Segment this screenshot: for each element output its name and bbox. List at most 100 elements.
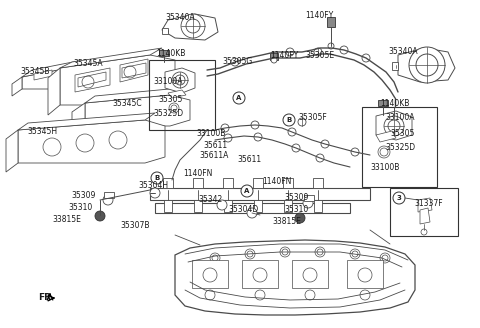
Circle shape <box>384 116 404 136</box>
Circle shape <box>251 121 259 129</box>
Circle shape <box>380 148 388 156</box>
Text: 33100B: 33100B <box>370 163 399 173</box>
Bar <box>362 107 437 187</box>
Text: 35611A: 35611A <box>199 152 228 160</box>
Text: 35310: 35310 <box>68 203 92 213</box>
Text: 35307B: 35307B <box>120 220 149 230</box>
Circle shape <box>245 249 255 259</box>
Polygon shape <box>418 198 432 212</box>
Circle shape <box>253 268 267 282</box>
Bar <box>155 203 350 213</box>
Circle shape <box>328 43 334 49</box>
Circle shape <box>360 290 370 300</box>
Circle shape <box>217 200 227 210</box>
Polygon shape <box>48 68 60 115</box>
Bar <box>242 260 278 288</box>
Text: 35325D: 35325D <box>385 142 415 152</box>
Bar <box>223 178 233 188</box>
Circle shape <box>283 114 295 126</box>
Circle shape <box>350 249 360 259</box>
Text: 35345A: 35345A <box>73 58 103 68</box>
Circle shape <box>292 144 300 152</box>
Circle shape <box>321 140 329 148</box>
Circle shape <box>409 47 445 83</box>
Bar <box>304 195 314 201</box>
Circle shape <box>282 249 288 255</box>
Circle shape <box>380 253 390 263</box>
Polygon shape <box>376 131 396 142</box>
Text: 35340A: 35340A <box>165 13 194 23</box>
Text: 35305: 35305 <box>158 95 182 105</box>
Bar <box>163 178 173 188</box>
Polygon shape <box>60 55 175 105</box>
Circle shape <box>351 148 359 156</box>
Bar <box>283 178 293 188</box>
Polygon shape <box>75 68 110 92</box>
Text: 1140FY: 1140FY <box>305 10 333 19</box>
Text: 33815E: 33815E <box>272 217 301 227</box>
Circle shape <box>378 146 390 158</box>
Bar <box>314 200 322 212</box>
Circle shape <box>314 48 322 56</box>
Polygon shape <box>60 65 74 75</box>
Circle shape <box>172 72 188 88</box>
Text: 35310: 35310 <box>284 206 308 215</box>
Circle shape <box>224 134 232 142</box>
Polygon shape <box>420 208 430 224</box>
Text: 1140FY: 1140FY <box>270 51 298 60</box>
Circle shape <box>393 192 405 204</box>
Text: 35611: 35611 <box>237 154 261 163</box>
Circle shape <box>231 58 239 66</box>
Circle shape <box>254 133 262 141</box>
Text: 35325D: 35325D <box>153 109 183 117</box>
Text: 1140FN: 1140FN <box>262 176 291 186</box>
Polygon shape <box>12 77 22 96</box>
Circle shape <box>203 268 217 282</box>
Circle shape <box>362 54 370 62</box>
Bar <box>347 260 383 288</box>
Polygon shape <box>60 48 162 68</box>
Polygon shape <box>6 130 18 172</box>
Bar <box>292 260 328 288</box>
Text: 35340A: 35340A <box>388 48 418 56</box>
Circle shape <box>295 213 305 223</box>
Circle shape <box>315 247 325 257</box>
Polygon shape <box>175 240 415 315</box>
Circle shape <box>271 57 277 63</box>
Polygon shape <box>85 88 180 103</box>
Bar <box>164 200 172 212</box>
Text: A: A <box>236 95 242 101</box>
Circle shape <box>255 290 265 300</box>
Text: 1140KB: 1140KB <box>380 98 409 108</box>
Text: 33100B: 33100B <box>196 129 226 137</box>
Circle shape <box>175 75 185 85</box>
Polygon shape <box>122 63 146 78</box>
Text: 35309: 35309 <box>284 194 308 202</box>
Text: 35304D: 35304D <box>228 206 258 215</box>
Bar <box>149 60 215 130</box>
Text: 33100A: 33100A <box>153 77 182 87</box>
Circle shape <box>151 172 163 184</box>
Polygon shape <box>72 103 85 135</box>
Circle shape <box>352 251 358 257</box>
Polygon shape <box>168 90 186 98</box>
Circle shape <box>247 251 253 257</box>
Circle shape <box>382 255 388 261</box>
Circle shape <box>233 92 245 104</box>
Text: 35345B: 35345B <box>20 68 49 76</box>
Text: B: B <box>155 175 160 181</box>
Circle shape <box>241 185 253 197</box>
Bar <box>150 188 370 200</box>
Circle shape <box>388 120 400 132</box>
Polygon shape <box>18 113 155 130</box>
Circle shape <box>171 105 177 111</box>
Polygon shape <box>78 72 106 87</box>
Text: 35305G: 35305G <box>222 57 252 67</box>
Polygon shape <box>18 120 165 163</box>
Bar <box>224 200 232 212</box>
Text: 35342: 35342 <box>198 195 222 204</box>
Circle shape <box>181 14 205 38</box>
Circle shape <box>286 48 294 56</box>
Polygon shape <box>22 68 90 89</box>
Bar <box>254 200 262 212</box>
